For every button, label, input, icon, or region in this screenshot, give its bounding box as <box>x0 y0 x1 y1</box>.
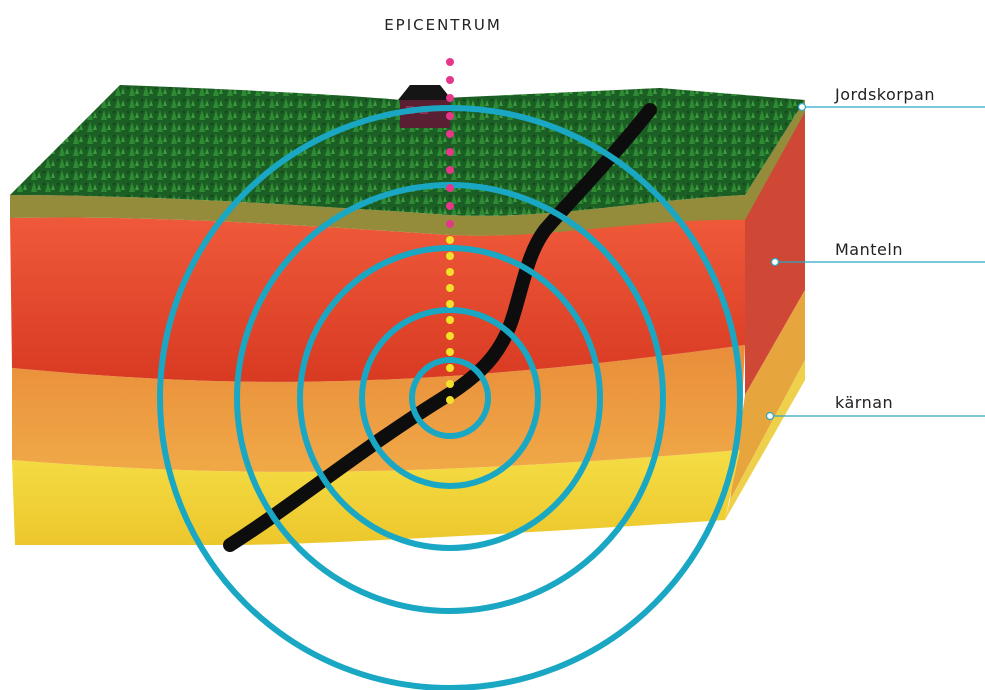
ring-3 <box>297 245 603 551</box>
label-crust: Jordskorpan <box>834 85 935 104</box>
ring-2 <box>359 307 541 489</box>
block-side-face <box>725 110 805 520</box>
label-leaders <box>765 102 985 421</box>
fault-line <box>223 103 657 552</box>
orange-layer <box>12 345 745 472</box>
ring-1 <box>409 357 491 439</box>
epicenter-label: EPICENTRUM <box>384 16 502 34</box>
epicenter-dotted-line <box>446 58 454 404</box>
label-mantle: Manteln <box>835 240 903 259</box>
crust-layer <box>10 100 805 236</box>
label-core: kärnan <box>835 393 893 412</box>
forest-surface <box>10 85 805 216</box>
yellow-layer <box>12 450 740 545</box>
ring-5 <box>157 105 743 690</box>
mantle-layer <box>10 215 745 382</box>
shock-rings <box>157 105 743 690</box>
